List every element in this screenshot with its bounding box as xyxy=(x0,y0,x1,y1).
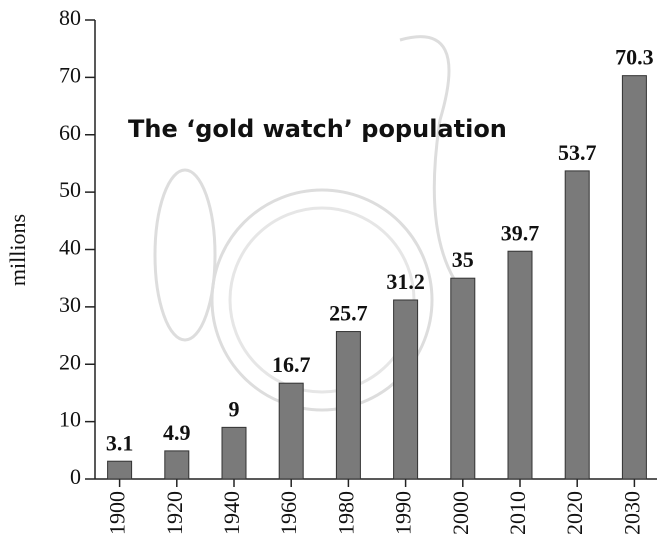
bar xyxy=(279,383,303,479)
value-label: 35 xyxy=(452,247,474,272)
x-tick-label: 2030 xyxy=(619,491,644,535)
bar xyxy=(565,171,589,479)
value-label: 9 xyxy=(229,396,240,421)
chart: The ‘gold watch’ population millions 0 10… xyxy=(0,0,659,538)
value-label: 39.7 xyxy=(501,220,540,245)
bar xyxy=(222,427,246,479)
y-tick-label: 0 xyxy=(70,464,81,489)
chart-title: The ‘gold watch’ population xyxy=(128,115,507,143)
x-tick-label: 1960 xyxy=(276,491,301,535)
value-label: 70.3 xyxy=(615,45,654,70)
bar xyxy=(394,300,418,479)
x-tick-label: 2020 xyxy=(562,491,587,535)
x-tick-label: 2000 xyxy=(448,491,473,535)
value-label: 3.1 xyxy=(106,430,134,455)
y-tick-label: 10 xyxy=(59,407,81,432)
x-tick-label: 1980 xyxy=(333,491,358,535)
x-tick-label: 1940 xyxy=(219,491,244,535)
x-tick-label: 1900 xyxy=(105,491,130,535)
x-tick-label: 1990 xyxy=(391,491,416,535)
bar xyxy=(336,332,360,479)
y-tick-label: 70 xyxy=(59,62,81,87)
value-label: 16.7 xyxy=(272,352,311,377)
y-tick-label: 80 xyxy=(59,5,81,30)
value-label: 53.7 xyxy=(558,140,597,165)
bar xyxy=(108,461,132,479)
y-tick-label: 30 xyxy=(59,292,81,317)
bar xyxy=(622,76,646,479)
x-tick-label: 2010 xyxy=(505,491,530,535)
bar xyxy=(451,278,475,479)
value-label: 31.2 xyxy=(386,269,425,294)
bar xyxy=(165,451,189,479)
bar xyxy=(508,251,532,479)
y-axis-label: millions xyxy=(5,214,30,286)
watch-decoration xyxy=(155,37,470,410)
y-tick-label: 50 xyxy=(59,177,81,202)
y-tick-label: 60 xyxy=(59,120,81,145)
y-tick-label: 40 xyxy=(59,235,81,260)
value-label: 4.9 xyxy=(163,420,191,445)
x-tick-label: 1920 xyxy=(162,491,187,535)
value-label: 25.7 xyxy=(329,301,368,326)
y-tick-label: 20 xyxy=(59,349,81,374)
